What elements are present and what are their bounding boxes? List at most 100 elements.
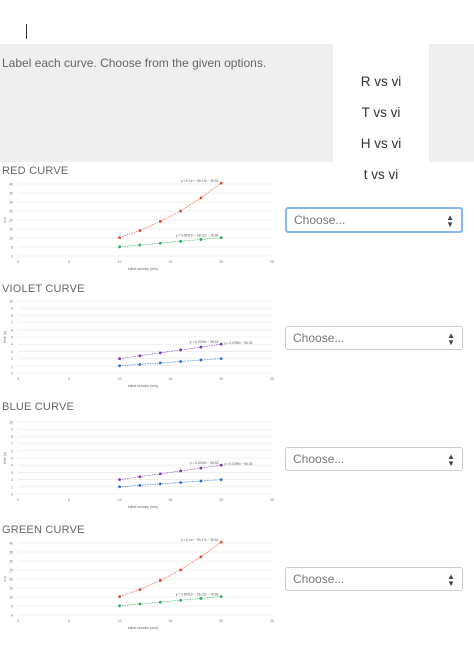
data-point [118, 245, 121, 249]
data-point [118, 236, 121, 240]
x-tick-label: 20 [219, 260, 223, 264]
select-red-curve[interactable]: Choose... ▲ ▼ [285, 207, 463, 233]
select-blue-value: Choose... [293, 452, 345, 466]
x-tick-label: 15 [168, 619, 172, 623]
series-line [119, 343, 222, 359]
series-line [119, 596, 222, 607]
y-tick-label: 5 [11, 336, 13, 340]
question-title-violet: VIOLET CURVE [2, 283, 85, 295]
y-tick-label: 0 [11, 372, 13, 376]
data-point [219, 540, 223, 544]
question-title-blue: BLUE CURVE [2, 401, 75, 413]
trendline-equation: y = 0.0789x − 90.33 [224, 462, 252, 466]
select-red-value: Choose... [294, 213, 346, 227]
y-tick-label: 40 [9, 542, 13, 546]
x-tick-label: 15 [168, 498, 172, 502]
select-violet-value: Choose... [293, 331, 345, 345]
question-title-red: RED CURVE [2, 165, 69, 177]
data-point [138, 354, 142, 358]
y-tick-label: 35 [9, 551, 13, 555]
data-point [118, 604, 121, 608]
data-point [199, 345, 203, 349]
select-arrows-icon: ▲ ▼ [447, 572, 455, 588]
select-blue-curve[interactable]: Choose... ▲ ▼ [285, 447, 463, 471]
y-tick-label: 10 [9, 300, 13, 304]
data-point [179, 239, 182, 243]
data-point [138, 362, 142, 366]
y-axis-label: time (s) [3, 452, 7, 464]
y-tick-label: 7 [11, 321, 13, 325]
trendline-equation: y = 0.1x² − 90.17x − 39.33 [181, 538, 218, 542]
y-tick-label: 0 [11, 614, 13, 618]
data-point [199, 466, 203, 470]
y-tick-label: 10 [9, 421, 13, 425]
y-axis-label: (m) [3, 576, 7, 581]
y-tick-label: 15 [9, 587, 13, 591]
data-point [138, 602, 142, 606]
instructions-text: Label each curve. Choose from the given … [2, 56, 267, 70]
y-tick-label: 5 [11, 457, 13, 461]
y-tick-label: 35 [9, 192, 13, 196]
x-tick-label: 0 [17, 619, 19, 623]
trendline-equation: y = 0.5091x² − 28.12x − 26.58 [176, 234, 219, 238]
chart-red-curve: 0 5 10 15 20 25 30 35 40 0 5 10 15 20 25 initial veloci… [3, 179, 274, 271]
data-point [179, 469, 182, 473]
data-point [118, 357, 121, 360]
question-title-green: GREEN CURVE [2, 524, 85, 536]
data-point [138, 588, 142, 592]
data-point [219, 595, 223, 599]
y-tick-label: 1 [11, 364, 13, 368]
y-tick-label: 9 [11, 428, 13, 432]
data-point [219, 478, 223, 481]
data-point [199, 597, 203, 600]
x-tick-label: 10 [118, 619, 122, 623]
select-arrows-icon: ▲ ▼ [447, 331, 455, 347]
y-tick-label: 10 [9, 237, 13, 241]
x-tick-label: 20 [219, 498, 223, 502]
data-point [179, 568, 182, 572]
trendline-equation: y = 0.5091x² − 28.12x − 26.58 [176, 593, 219, 597]
data-point [158, 482, 162, 486]
data-point [179, 360, 182, 363]
data-point [138, 483, 142, 487]
select-green-curve[interactable]: Choose... ▲ ▼ [285, 567, 463, 591]
data-point [179, 209, 182, 213]
data-point [219, 357, 223, 360]
x-tick-label: 10 [118, 260, 122, 264]
x-tick-label: 0 [17, 260, 19, 264]
data-point [179, 481, 182, 484]
y-tick-label: 3 [11, 350, 13, 354]
data-point [158, 361, 162, 365]
data-point [118, 595, 121, 599]
x-tick-label: 5 [68, 377, 70, 381]
x-axis-label: initial velocity (m/s) [128, 384, 158, 388]
series-line [119, 358, 222, 367]
series-line [119, 541, 222, 597]
trendline-equation: y = 0.0789x − 90.33 [224, 341, 252, 345]
select-violet-curve[interactable]: Choose... ▲ ▼ [285, 326, 463, 350]
chart-blue-curve: 0 1 2 3 4 5 6 7 8 9 10 0 5 10 15 20 25 initial velocity (… [3, 421, 274, 510]
y-tick-label: 6 [11, 449, 13, 453]
x-axis-label: initial velocity (m/s) [128, 267, 158, 271]
x-tick-label: 10 [118, 377, 122, 381]
chart-violet-curve: 0 1 2 3 4 5 6 7 8 9 10 0 5 10 15 20 25 initial velocity (… [3, 300, 274, 389]
option-r-vs-vi: R vs vi [360, 74, 402, 89]
y-tick-label: 2 [11, 357, 13, 361]
trendline-equation: y = 0.2019x − 98.33 [190, 461, 218, 465]
options-list: R vs vi T vs vi H vs vi t vs vi [333, 44, 429, 190]
y-tick-label: 20 [9, 578, 13, 582]
data-point [199, 196, 203, 200]
x-tick-label: 25 [270, 260, 274, 264]
y-tick-label: 2 [11, 478, 13, 482]
y-tick-label: 1 [11, 485, 13, 489]
select-green-value: Choose... [293, 572, 345, 586]
data-point [179, 598, 182, 602]
y-tick-label: 10 [9, 596, 13, 600]
data-point [138, 243, 142, 247]
y-tick-label: 8 [11, 314, 13, 318]
option-t-vs-vi: T vs vi [361, 105, 401, 120]
y-tick-label: 25 [9, 210, 13, 214]
y-tick-label: 25 [9, 569, 13, 573]
series-line [119, 182, 222, 238]
x-axis-label: initial velocity (m/s) [128, 505, 158, 509]
